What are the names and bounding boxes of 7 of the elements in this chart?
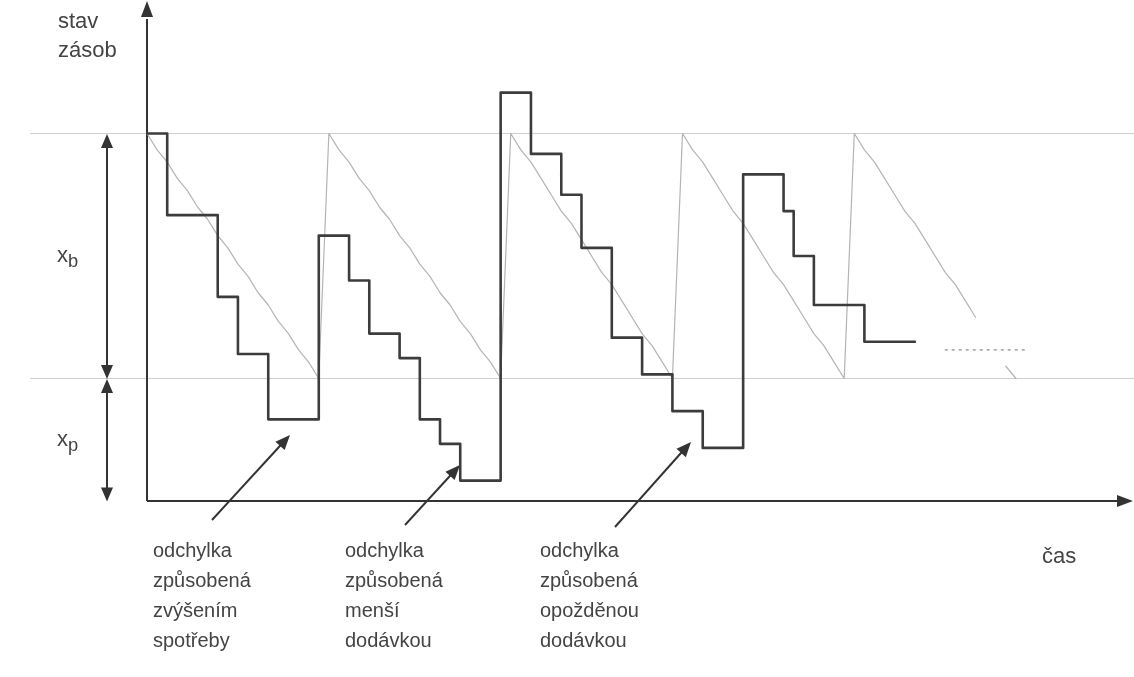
text: odchylka způsobená menší dodávkou bbox=[345, 538, 443, 653]
text: odchylka způsobená zvýšením spotřeby bbox=[153, 538, 251, 653]
y-axis-title: stav zásob bbox=[58, 7, 118, 64]
text: x$_{p}$ bbox=[57, 424, 79, 458]
text: x$_{b}$ bbox=[57, 241, 79, 274]
x-axis-title: čas bbox=[1042, 542, 1077, 570]
text: odchylka způsobená opožděnou dodávkou bbox=[540, 538, 639, 653]
